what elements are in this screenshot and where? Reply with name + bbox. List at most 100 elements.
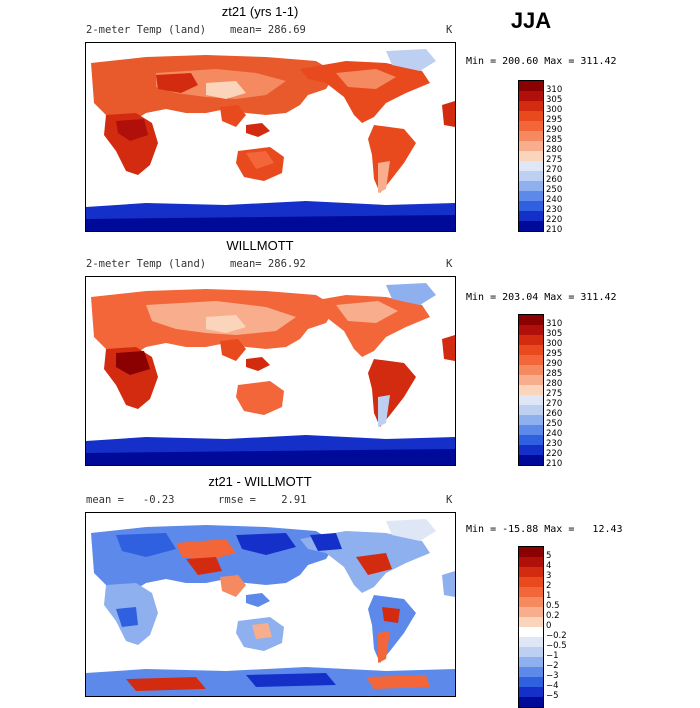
colorbar-swatch [519,627,543,637]
colorbar-label: 310 [546,319,563,329]
colorbar-swatch [519,445,543,455]
colorbar-swatch [519,617,543,627]
colorbar-swatch [519,345,543,355]
colorbar-label: 260 [546,409,563,419]
colorbar-swatch [519,171,543,181]
colorbar-label: 290 [546,359,563,369]
colorbar-swatch [519,131,543,141]
colorbar-swatch [519,385,543,395]
colorbar-swatch [519,687,543,697]
panel-2-map [85,276,456,466]
panel-2-mean: mean= 286.92 [230,258,306,270]
panel-1-colorbar [518,80,544,232]
panel-3-map [85,512,456,697]
colorbar-swatch [519,667,543,677]
panel-2-map-svg [86,283,455,465]
colorbar-swatch [519,121,543,131]
panel-3-colorbar-swatches [518,546,544,708]
colorbar-swatch [519,91,543,101]
colorbar-label: 310 [546,85,563,95]
colorbar-label: 305 [546,329,563,339]
colorbar-label: −0.2 [546,631,567,641]
colorbar-swatch [519,201,543,211]
colorbar-swatch [519,567,543,577]
colorbar-swatch [519,365,543,375]
colorbar-label: −1 [546,651,559,661]
colorbar-swatch [519,577,543,587]
colorbar-swatch [519,647,543,657]
colorbar-swatch [519,325,543,335]
panel-3-title: zt21 - WILLMOTT [208,474,312,489]
colorbar-label: 300 [546,339,563,349]
colorbar-label: 220 [546,215,563,225]
colorbar-label: −5 [546,691,559,701]
colorbar-swatch [519,697,543,707]
season-label: JJA [510,8,552,33]
colorbar-label: 285 [546,135,563,145]
panel-2-minmax: Min = 203.04 Max = 311.42 [466,292,617,303]
colorbar-label: 275 [546,155,563,165]
colorbar-label: 0 [546,621,552,631]
colorbar-swatch [519,221,543,231]
colorbar-swatch [519,151,543,161]
colorbar-label: 295 [546,349,563,359]
panel-3-colorbar-labels: 5 4 3 2 1 0.5 0.2 0 −0.2 −0.5 −1 −2 −3 −4 −5 [546,551,567,701]
panel-3-map-svg [86,519,455,696]
colorbar-label: 250 [546,419,563,429]
colorbar-swatch [519,355,543,365]
colorbar-swatch [519,547,543,557]
colorbar-label: 240 [546,429,563,439]
panel-1-units: K [446,24,453,36]
colorbar-swatch [519,181,543,191]
colorbar-label: 230 [546,205,563,215]
colorbar-label: 300 [546,105,563,115]
panel-1-field-label: 2-meter Temp (land) [86,24,207,36]
panel-1-minmax: Min = 200.60 Max = 311.42 [466,56,617,67]
colorbar-swatch [519,425,543,435]
colorbar-label: 290 [546,125,563,135]
colorbar-label: −0.5 [546,641,567,651]
panel-1-colorbar-swatches [518,80,544,232]
panel-3-rmse: rmse = 2.91 [218,494,307,506]
colorbar-swatch [519,101,543,111]
colorbar-label: 2 [546,581,552,591]
colorbar-label: 0.5 [546,601,560,611]
panel-1-map [85,42,456,232]
colorbar-label: 4 [546,561,552,571]
colorbar-label: 270 [546,165,563,175]
colorbar-label: −2 [546,661,559,671]
colorbar-swatch [519,141,543,151]
colorbar-label: 270 [546,399,563,409]
colorbar-swatch [519,415,543,425]
colorbar-swatch [519,191,543,201]
colorbar-swatch [519,587,543,597]
panel-3-units: K [446,494,453,506]
colorbar-label: 230 [546,439,563,449]
panel-1-mean: mean= 286.69 [230,24,306,36]
colorbar-swatch [519,395,543,405]
colorbar-swatch [519,335,543,345]
colorbar-label: 0.2 [546,611,560,621]
colorbar-label: 305 [546,95,563,105]
panel-1-title: zt21 (yrs 1-1) [221,4,299,19]
colorbar-swatch [519,81,543,91]
colorbar-label: 295 [546,115,563,125]
colorbar-swatch [519,557,543,567]
colorbar-label: 240 [546,195,563,205]
panel-2-colorbar [518,314,544,466]
panel-3-mean: mean = -0.23 [86,494,175,506]
colorbar-label: 3 [546,571,552,581]
colorbar-swatch [519,435,543,445]
colorbar-swatch [519,111,543,121]
colorbar-label: 250 [546,185,563,195]
colorbar-label: 275 [546,389,563,399]
colorbar-swatch [519,657,543,667]
panel-2-field-label: 2-meter Temp (land) [86,258,207,270]
colorbar-label: −4 [546,681,559,691]
colorbar-label: 285 [546,369,563,379]
panel-2-units: K [446,258,453,270]
colorbar-label: 5 [546,551,552,561]
panel-2-colorbar-swatches [518,314,544,466]
colorbar-swatch [519,607,543,617]
colorbar-swatch [519,597,543,607]
